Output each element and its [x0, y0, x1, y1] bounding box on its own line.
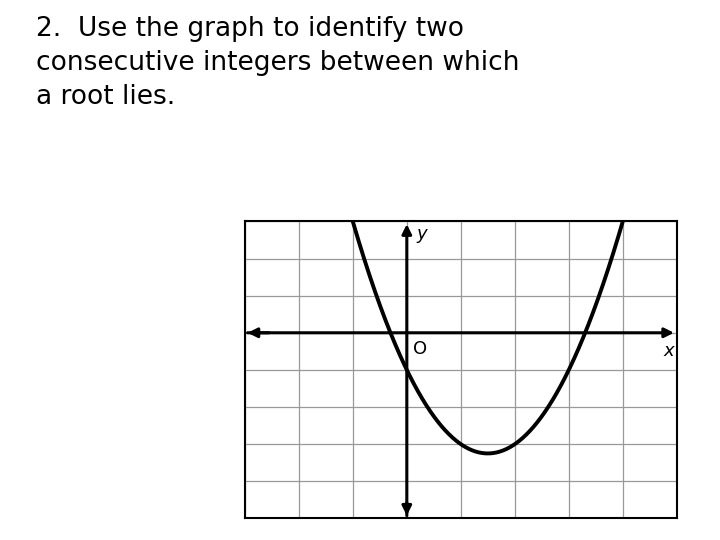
Text: O: O [413, 340, 428, 358]
Text: y: y [416, 225, 427, 243]
Text: x: x [663, 342, 674, 360]
Text: 2.  Use the graph to identify two
consecutive integers between which
a root lies: 2. Use the graph to identify two consecu… [36, 16, 520, 110]
